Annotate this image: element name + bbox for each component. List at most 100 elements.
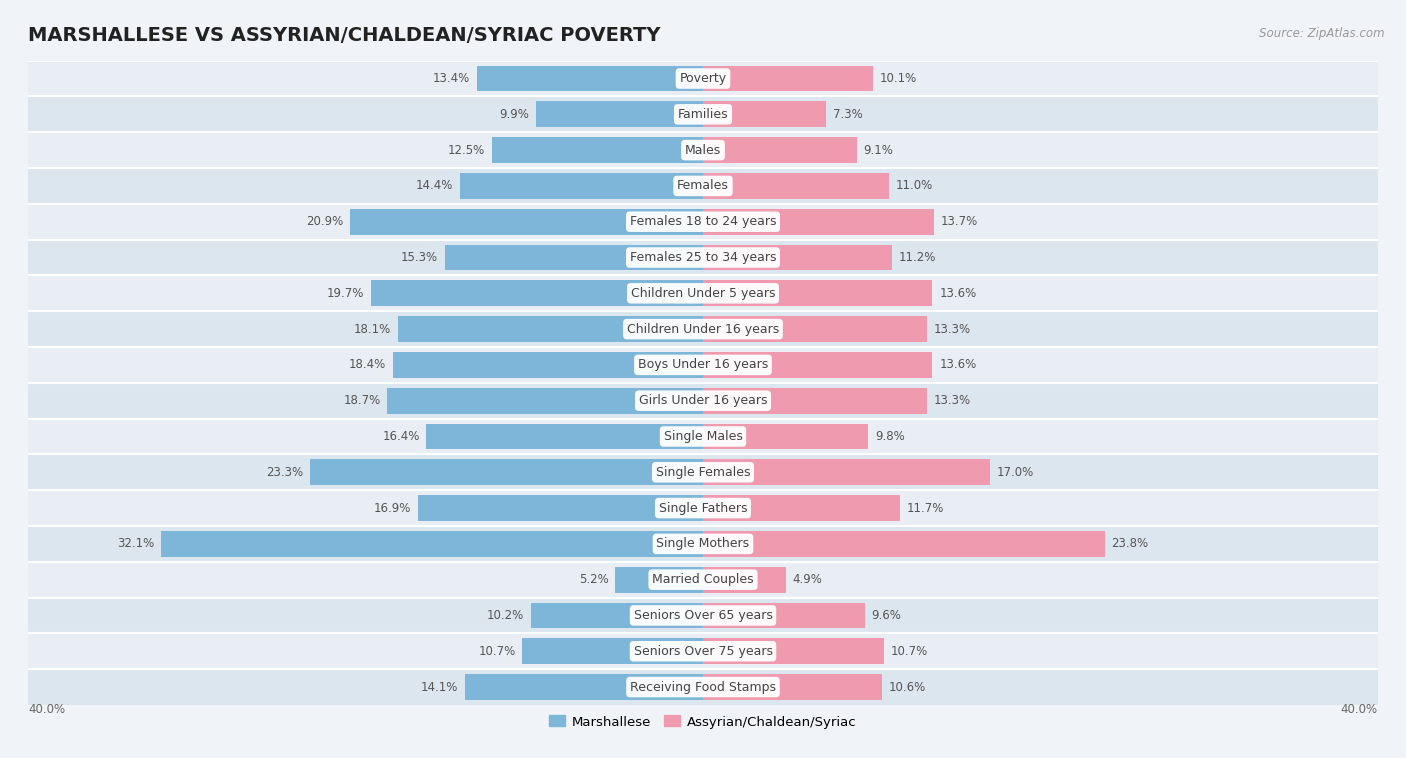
Bar bbox=[350, 208, 703, 235]
Text: 18.7%: 18.7% bbox=[343, 394, 381, 407]
Bar bbox=[28, 168, 1378, 204]
Text: 23.3%: 23.3% bbox=[266, 465, 304, 479]
Bar bbox=[703, 674, 882, 700]
Bar bbox=[444, 245, 703, 271]
Text: 5.2%: 5.2% bbox=[579, 573, 609, 586]
Bar bbox=[703, 388, 928, 414]
Text: 10.7%: 10.7% bbox=[478, 645, 516, 658]
Text: 40.0%: 40.0% bbox=[1341, 703, 1378, 716]
Text: 11.7%: 11.7% bbox=[907, 502, 945, 515]
Text: 13.3%: 13.3% bbox=[934, 394, 972, 407]
Bar bbox=[703, 531, 1105, 556]
Bar bbox=[703, 495, 900, 521]
Bar bbox=[536, 102, 703, 127]
Bar bbox=[531, 603, 703, 628]
Text: 9.9%: 9.9% bbox=[499, 108, 529, 121]
Bar bbox=[398, 316, 703, 342]
Bar bbox=[28, 347, 1378, 383]
Bar bbox=[703, 603, 865, 628]
Text: Children Under 5 years: Children Under 5 years bbox=[631, 287, 775, 300]
Text: 19.7%: 19.7% bbox=[326, 287, 364, 300]
Text: 10.1%: 10.1% bbox=[880, 72, 917, 85]
Bar bbox=[388, 388, 703, 414]
Text: Families: Families bbox=[678, 108, 728, 121]
Text: 9.8%: 9.8% bbox=[875, 430, 905, 443]
Text: Females: Females bbox=[678, 180, 728, 193]
Bar bbox=[28, 275, 1378, 312]
Text: 20.9%: 20.9% bbox=[307, 215, 343, 228]
Text: Single Fathers: Single Fathers bbox=[659, 502, 747, 515]
Text: 15.3%: 15.3% bbox=[401, 251, 439, 264]
Text: 23.8%: 23.8% bbox=[1111, 537, 1149, 550]
Text: 18.4%: 18.4% bbox=[349, 359, 385, 371]
Bar bbox=[703, 245, 891, 271]
Text: MARSHALLESE VS ASSYRIAN/CHALDEAN/SYRIAC POVERTY: MARSHALLESE VS ASSYRIAN/CHALDEAN/SYRIAC … bbox=[28, 27, 661, 45]
Text: 14.1%: 14.1% bbox=[420, 681, 458, 694]
Text: Females 18 to 24 years: Females 18 to 24 years bbox=[630, 215, 776, 228]
Text: Boys Under 16 years: Boys Under 16 years bbox=[638, 359, 768, 371]
Text: Single Males: Single Males bbox=[664, 430, 742, 443]
Bar bbox=[465, 674, 703, 700]
Text: 16.4%: 16.4% bbox=[382, 430, 419, 443]
Text: 11.0%: 11.0% bbox=[896, 180, 932, 193]
Text: Males: Males bbox=[685, 143, 721, 157]
Bar bbox=[492, 137, 703, 163]
Text: 40.0%: 40.0% bbox=[28, 703, 65, 716]
Legend: Marshallese, Assyrian/Chaldean/Syriac: Marshallese, Assyrian/Chaldean/Syriac bbox=[544, 710, 862, 734]
Text: 13.3%: 13.3% bbox=[934, 323, 972, 336]
Bar bbox=[28, 526, 1378, 562]
Bar bbox=[392, 352, 703, 377]
Text: 7.3%: 7.3% bbox=[832, 108, 863, 121]
Text: 13.4%: 13.4% bbox=[433, 72, 470, 85]
Text: Poverty: Poverty bbox=[679, 72, 727, 85]
Text: 13.6%: 13.6% bbox=[939, 287, 976, 300]
Text: 9.6%: 9.6% bbox=[872, 609, 901, 622]
Text: Children Under 16 years: Children Under 16 years bbox=[627, 323, 779, 336]
Text: 32.1%: 32.1% bbox=[118, 537, 155, 550]
Text: Married Couples: Married Couples bbox=[652, 573, 754, 586]
Bar bbox=[703, 102, 827, 127]
Text: 13.6%: 13.6% bbox=[939, 359, 976, 371]
Bar bbox=[162, 531, 703, 556]
Text: 18.1%: 18.1% bbox=[354, 323, 391, 336]
Text: 14.4%: 14.4% bbox=[416, 180, 453, 193]
Bar bbox=[28, 61, 1378, 96]
Bar bbox=[703, 173, 889, 199]
Bar bbox=[426, 424, 703, 449]
Bar bbox=[28, 418, 1378, 454]
Text: Source: ZipAtlas.com: Source: ZipAtlas.com bbox=[1260, 27, 1385, 39]
Text: Seniors Over 75 years: Seniors Over 75 years bbox=[634, 645, 772, 658]
Bar bbox=[28, 634, 1378, 669]
Bar bbox=[28, 240, 1378, 275]
Bar bbox=[28, 132, 1378, 168]
Bar bbox=[28, 562, 1378, 597]
Bar bbox=[309, 459, 703, 485]
Text: Receiving Food Stamps: Receiving Food Stamps bbox=[630, 681, 776, 694]
Bar bbox=[28, 490, 1378, 526]
Bar bbox=[703, 316, 928, 342]
Bar bbox=[523, 638, 703, 664]
Text: 10.2%: 10.2% bbox=[486, 609, 524, 622]
Text: Seniors Over 65 years: Seniors Over 65 years bbox=[634, 609, 772, 622]
Bar bbox=[703, 638, 883, 664]
Text: 10.7%: 10.7% bbox=[890, 645, 928, 658]
Text: 10.6%: 10.6% bbox=[889, 681, 925, 694]
Bar bbox=[28, 383, 1378, 418]
Bar bbox=[703, 424, 869, 449]
Bar bbox=[703, 208, 934, 235]
Text: 11.2%: 11.2% bbox=[898, 251, 936, 264]
Bar bbox=[477, 66, 703, 92]
Text: 9.1%: 9.1% bbox=[863, 143, 893, 157]
Text: 16.9%: 16.9% bbox=[374, 502, 411, 515]
Text: Single Mothers: Single Mothers bbox=[657, 537, 749, 550]
Bar bbox=[28, 204, 1378, 240]
Text: Single Females: Single Females bbox=[655, 465, 751, 479]
Bar bbox=[703, 66, 873, 92]
Text: Females 25 to 34 years: Females 25 to 34 years bbox=[630, 251, 776, 264]
Bar bbox=[28, 597, 1378, 634]
Bar bbox=[460, 173, 703, 199]
Text: 4.9%: 4.9% bbox=[793, 573, 823, 586]
Text: Girls Under 16 years: Girls Under 16 years bbox=[638, 394, 768, 407]
Text: 12.5%: 12.5% bbox=[449, 143, 485, 157]
Bar bbox=[703, 459, 990, 485]
